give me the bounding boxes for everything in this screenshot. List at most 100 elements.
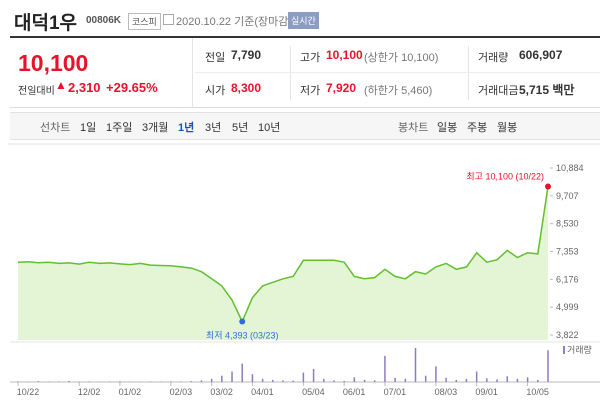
volume-bar <box>37 381 40 382</box>
stat-label: 전일 <box>205 52 226 64</box>
market-badge: 코스피 <box>128 13 161 30</box>
stat-value: 10,100 <box>326 48 363 62</box>
price-line <box>17 186 549 324</box>
volume-bar <box>200 380 203 382</box>
period-tab[interactable]: 1일 <box>80 122 97 134</box>
volume-bar <box>323 378 325 382</box>
y-tick-label: 7,353 <box>556 247 579 257</box>
volume-bar <box>17 381 19 382</box>
volume-bar <box>190 381 193 382</box>
x-tick-label: 07/01 <box>384 387 407 397</box>
volume-bar <box>170 381 172 382</box>
stat-value: 8,300 <box>231 81 262 95</box>
volume-bar <box>455 379 458 382</box>
volume-bar <box>231 371 233 382</box>
volume-bar <box>384 355 386 382</box>
stat-value: 7,920 <box>326 81 357 95</box>
stat-label: 시가 <box>205 85 226 97</box>
area <box>18 186 548 340</box>
volume-bar <box>414 348 417 382</box>
stat-value: 5,715 백만 <box>519 83 575 97</box>
period-tab[interactable]: 3년 <box>205 122 222 134</box>
volume-bar <box>506 376 508 382</box>
volume-bar <box>496 379 498 382</box>
x-tick-label: 03/02 <box>210 387 233 397</box>
volume-bar <box>353 377 356 382</box>
volume-bar <box>373 380 376 382</box>
x-tick-label: 05/04 <box>302 387 325 397</box>
tab-label: 봉차트 <box>398 122 429 134</box>
stat-value: 606,907 <box>519 48 563 62</box>
divider <box>10 36 600 38</box>
volume-bar <box>333 380 335 382</box>
separator <box>468 46 469 100</box>
volume-bar <box>486 378 488 382</box>
date: 2020.10.22 기준(장마감) <box>176 16 293 28</box>
volume-bar <box>210 378 213 382</box>
x-tick-label: 02/03 <box>170 387 193 397</box>
stat-label: 고가 <box>300 52 321 64</box>
volume-bar <box>272 379 274 382</box>
x-tick-label: 08/03 <box>435 387 458 397</box>
x-tick-label: 01/02 <box>119 387 142 397</box>
low-label: 최저 4,393 (03/23) <box>206 330 279 340</box>
x-tick-label: 09/01 <box>475 387 498 397</box>
stat-label: 거래량 <box>478 52 509 64</box>
volume-bar <box>221 375 223 382</box>
stat-label: 거래대금 <box>478 85 519 97</box>
candle-tab[interactable]: 일봉 <box>437 122 458 134</box>
volume-bar <box>292 380 294 382</box>
high-label: 최고 10,100 (10/22) <box>466 172 544 182</box>
candle-tab[interactable]: 월봉 <box>497 122 518 134</box>
volume-bar <box>302 372 305 382</box>
volume-bar <box>526 377 529 382</box>
price: 10,100 <box>18 50 89 76</box>
x-tick-label: 12/02 <box>78 387 101 397</box>
change: 2,310 <box>68 80 101 95</box>
period-tab[interactable]: 1주일 <box>106 122 133 134</box>
volume-bar <box>475 371 478 382</box>
period-tab[interactable]: 1년 <box>178 122 195 134</box>
separator <box>195 72 600 73</box>
realtime-badge[interactable]: 실시간 <box>288 12 319 29</box>
volume-bar <box>537 379 539 382</box>
volume-legend-swatch <box>563 346 565 354</box>
stat-note: (상한가 10,100) <box>364 52 439 64</box>
candle-tab[interactable]: 주봉 <box>467 122 488 134</box>
volume-bar <box>282 380 284 382</box>
volume-bar <box>547 350 549 382</box>
y-tick-label: 10,884 <box>556 163 584 173</box>
period-tab[interactable]: 3개월 <box>142 122 169 134</box>
separator <box>290 46 291 100</box>
change-pct: +29.65% <box>106 80 158 95</box>
volume-bar <box>119 381 121 382</box>
y-tick-label: 9,707 <box>556 191 579 201</box>
volume-bar <box>404 378 407 382</box>
x-tick-label: 06/01 <box>343 387 366 397</box>
change-label: 전일대비 <box>18 86 55 97</box>
volume-bar <box>516 378 519 382</box>
low-marker <box>239 318 246 325</box>
x-tick-label: 10/22 <box>17 387 40 397</box>
period-tab[interactable]: 10년 <box>258 122 281 134</box>
y-tick-label: 4,999 <box>556 302 579 312</box>
volume-bar <box>394 377 396 382</box>
period-tab[interactable]: 5년 <box>232 122 249 134</box>
volume-bar <box>261 378 264 382</box>
volume-bar <box>445 377 447 382</box>
y-tick-label: 8,530 <box>556 219 579 229</box>
stock-name: 대덕1우 <box>14 13 78 34</box>
calendar-icon <box>163 14 174 25</box>
volume-bar <box>241 363 243 382</box>
up-icon: ▲ <box>55 78 67 92</box>
volume-bar <box>465 378 468 382</box>
high-marker <box>545 183 551 190</box>
volume-bar <box>363 379 366 382</box>
tab-bar <box>10 112 600 140</box>
stat-note: (하한가 5,460) <box>364 85 433 97</box>
tab-label: 선차트 <box>40 122 71 134</box>
x-tick-label: 04/01 <box>251 387 274 397</box>
volume-bar <box>435 366 437 382</box>
volume-bar <box>251 374 254 382</box>
